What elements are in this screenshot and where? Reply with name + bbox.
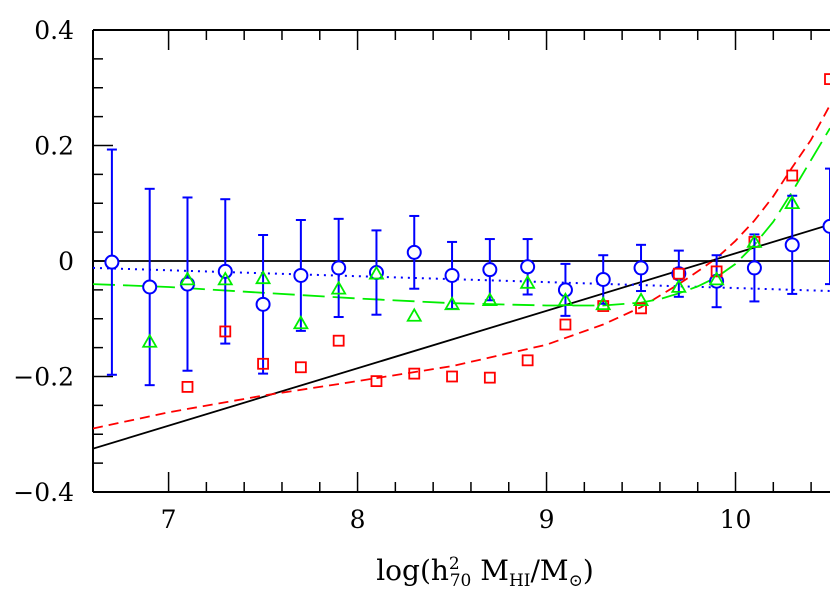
fit-curves <box>93 104 830 450</box>
square-point <box>181 380 194 393</box>
circle-point <box>406 244 422 260</box>
circle-point <box>255 296 271 312</box>
y-tick-label: −0.4 <box>13 478 74 507</box>
square-point <box>408 367 421 380</box>
triangle-point <box>406 307 423 322</box>
square-point <box>332 334 345 347</box>
axis-ticks <box>93 29 812 493</box>
y-tick-label: 0.4 <box>34 16 74 45</box>
circle-point <box>595 271 611 287</box>
square-point <box>635 302 647 315</box>
square-point <box>370 375 383 388</box>
tick-labels: 7 8 9 10 0.4 0.2 0 −0.2 −0.4 <box>13 16 751 534</box>
triangle-point <box>481 291 498 307</box>
circle-point <box>633 260 649 276</box>
triangle-point <box>141 333 158 348</box>
data-points <box>104 73 830 393</box>
square-point <box>559 318 572 331</box>
triangle-point <box>444 295 461 311</box>
triangle-point <box>519 274 536 289</box>
x-tick-label: 7 <box>161 505 177 534</box>
square-point <box>219 325 232 338</box>
circle-point <box>104 254 120 270</box>
circle-point <box>482 262 498 278</box>
triangle-point <box>557 291 574 307</box>
circle-point <box>142 279 158 295</box>
triangle-point <box>784 194 801 210</box>
triangle-point <box>330 280 347 295</box>
square-point <box>257 357 269 370</box>
circle-point <box>520 259 536 275</box>
y-tick-label: 0.2 <box>34 132 74 161</box>
circle-point <box>557 282 573 298</box>
circle-point <box>293 267 309 283</box>
triangle-point <box>255 270 272 285</box>
y-tick-label: 0 <box>58 247 74 276</box>
x-tick-label: 9 <box>539 505 555 534</box>
triangle-point <box>292 315 309 330</box>
triangle-point <box>708 271 725 286</box>
fit-line-longdash <box>93 127 830 307</box>
square-point <box>294 361 307 374</box>
x-axis-label: log(h2 70 MHI/M⊙) <box>376 554 594 590</box>
circle-point <box>784 237 800 253</box>
triangle-point <box>632 291 650 307</box>
triangle-point <box>368 265 385 280</box>
square-point <box>786 169 799 182</box>
x-tick-label: 8 <box>350 505 366 534</box>
square-point <box>446 370 458 383</box>
circle-point <box>444 267 460 283</box>
square-point <box>521 354 534 367</box>
triangle-point <box>217 271 234 286</box>
triangle-point <box>595 295 612 311</box>
x-tick-label: 10 <box>720 505 752 534</box>
square-point <box>710 265 723 278</box>
circle-point <box>822 218 830 234</box>
circle-point <box>331 260 347 276</box>
triangle-point <box>179 271 196 286</box>
square-point <box>483 371 496 384</box>
square-point <box>824 73 830 85</box>
circle-point <box>746 260 762 276</box>
triangle-point <box>670 278 687 293</box>
triangle-point <box>746 233 763 248</box>
y-tick-label: −0.2 <box>13 363 74 392</box>
fit-line-solid <box>93 223 830 450</box>
